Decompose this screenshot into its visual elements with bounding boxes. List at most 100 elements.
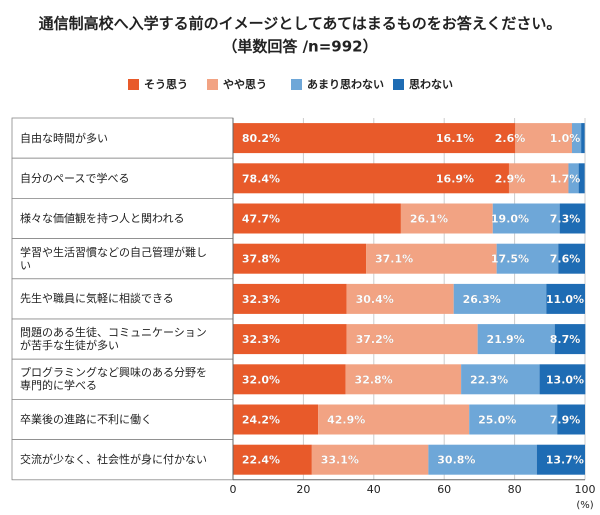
- bar-segment: [400, 203, 493, 234]
- bar-segment: [568, 163, 579, 194]
- value-label: 80.2%: [242, 132, 280, 145]
- category-box: [11, 439, 234, 481]
- bar-segment: [496, 243, 559, 274]
- category-label: 様々な価値観を持つ人と関われる: [20, 211, 185, 225]
- category-box: [11, 157, 234, 199]
- value-label: 13.0%: [546, 373, 584, 386]
- bar-segment: [557, 404, 585, 435]
- bar-segment: [345, 364, 462, 395]
- value-label: 32.8%: [355, 373, 393, 386]
- value-label: 26.1%: [410, 213, 448, 226]
- value-label: 30.8%: [437, 454, 475, 467]
- bar-segment: [508, 163, 569, 194]
- bar-segment: [578, 163, 585, 194]
- bar-segment: [346, 283, 454, 314]
- legend-swatch: [393, 79, 404, 90]
- bar-segment: [536, 444, 585, 475]
- value-label: 16.9%: [436, 172, 474, 185]
- category-label: プログラミングなど興味のある分野を専門的に学べる: [20, 366, 207, 393]
- category-box: [11, 197, 234, 239]
- bar-segment: [428, 444, 537, 475]
- bar-segment: [311, 444, 429, 475]
- x-tick-label: 80: [508, 483, 522, 496]
- value-label: 21.9%: [487, 333, 525, 346]
- category-label: 先生や職員に気軽に相談できる: [20, 292, 174, 306]
- chart-subtitle: （単数回答 /n=992）: [222, 38, 377, 56]
- category-box: [11, 238, 234, 280]
- x-axis-label: (%): [576, 500, 593, 511]
- category-label: 卒業後の進路に不利に働く: [20, 412, 152, 426]
- value-label: 24.2%: [242, 414, 280, 427]
- bar-segment: [581, 123, 585, 154]
- category-label: 交流が少なく、社会性が身に付かない: [20, 453, 207, 467]
- value-label: 47.7%: [242, 213, 280, 226]
- value-label: 22.3%: [470, 373, 508, 386]
- bar-segment: [492, 203, 560, 234]
- bar-segment: [559, 203, 586, 234]
- bar-segment: [469, 404, 558, 435]
- legend-label: そう思う: [144, 78, 188, 91]
- value-label: 11.0%: [546, 293, 584, 306]
- value-label: 13.7%: [546, 454, 584, 467]
- value-label: 37.1%: [375, 253, 413, 266]
- legend-label: やや思う: [223, 78, 267, 91]
- legend-swatch: [291, 79, 302, 90]
- value-label: 7.3%: [550, 213, 581, 226]
- bar-segment: [233, 203, 401, 234]
- x-tick-label: 0: [230, 483, 237, 496]
- value-label: 2.6%: [495, 132, 526, 145]
- category-label: 自分のペースで学べる: [20, 171, 130, 185]
- value-label: 42.9%: [327, 414, 365, 427]
- x-tick-label: 20: [296, 483, 310, 496]
- value-label: 2.9%: [495, 172, 526, 185]
- legend-label: あまり思わない: [307, 78, 384, 91]
- x-tick-label: 100: [575, 483, 596, 496]
- value-label: 33.1%: [321, 454, 359, 467]
- bar-segment: [346, 324, 478, 355]
- value-label: 8.7%: [550, 333, 581, 346]
- bar-segment: [539, 364, 586, 395]
- bar-segment: [233, 163, 509, 194]
- value-label: 17.5%: [491, 253, 529, 266]
- bar-segment: [571, 123, 582, 154]
- value-label: 25.0%: [478, 414, 516, 427]
- bar-segment: [477, 324, 555, 355]
- bar-segment: [233, 444, 312, 475]
- bar-segment: [233, 283, 347, 314]
- value-label: 30.4%: [356, 293, 394, 306]
- value-label: 7.6%: [550, 253, 581, 266]
- value-label: 78.4%: [242, 172, 280, 185]
- bar-segment: [366, 243, 497, 274]
- value-label: 37.8%: [242, 253, 280, 266]
- legend-swatch: [207, 79, 218, 90]
- value-label: 26.3%: [463, 293, 501, 306]
- bar-segment: [233, 243, 367, 274]
- value-label: 16.1%: [436, 132, 474, 145]
- x-tick-label: 60: [437, 483, 451, 496]
- bar-segment: [233, 404, 319, 435]
- category-box: [11, 358, 234, 400]
- bar-segment: [318, 404, 470, 435]
- category-label: 自由な時間が多い: [20, 131, 108, 145]
- value-label: 32.0%: [242, 373, 280, 386]
- bar-segment: [554, 324, 586, 355]
- value-label: 32.3%: [242, 333, 280, 346]
- bar-segment: [453, 283, 547, 314]
- category-label: 学習や生活習慣などの自己管理が難しい: [20, 245, 207, 272]
- legend-label: 思わない: [409, 78, 453, 91]
- chart-title: 通信制高校へ入学する前のイメージとしてあてはまるものをお答えください。: [39, 15, 562, 33]
- value-label: 1.0%: [550, 132, 581, 145]
- bar-segment: [461, 364, 540, 395]
- bar-segment: [546, 283, 585, 314]
- value-label: 32.3%: [242, 293, 280, 306]
- category-label: 問題のある生徒、コミュニケーションが苦手な生徒が多い: [20, 326, 207, 353]
- value-label: 7.9%: [550, 414, 581, 427]
- bar-segment: [558, 243, 585, 274]
- bar-segment: [515, 123, 572, 154]
- legend-swatch: [128, 79, 139, 90]
- bar-segment: [233, 123, 516, 154]
- value-label: 37.2%: [356, 333, 394, 346]
- bar-segment: [233, 364, 346, 395]
